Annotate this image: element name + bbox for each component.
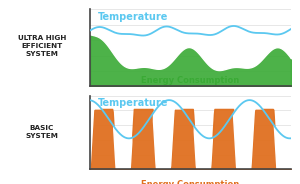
Text: Temperature: Temperature bbox=[98, 12, 168, 22]
Text: ULTRA HIGH
EFFICIENT
SYSTEM: ULTRA HIGH EFFICIENT SYSTEM bbox=[18, 35, 66, 57]
Text: Energy Consumption: Energy Consumption bbox=[141, 180, 240, 184]
Text: Energy Consumption: Energy Consumption bbox=[141, 76, 240, 85]
Text: BASIC
SYSTEM: BASIC SYSTEM bbox=[26, 125, 58, 139]
Text: Temperature: Temperature bbox=[98, 98, 168, 108]
